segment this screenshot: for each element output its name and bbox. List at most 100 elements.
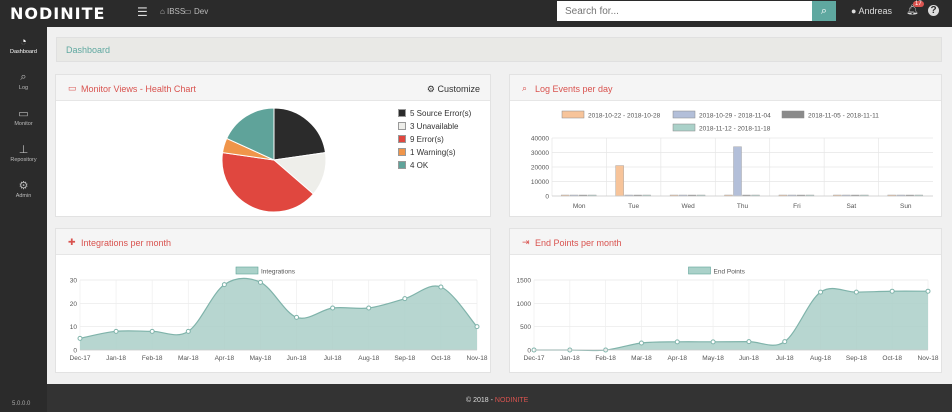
x-tick-label: May-18 xyxy=(250,355,272,362)
legend-label: Integrations xyxy=(261,269,296,276)
x-tick-label: Jul-18 xyxy=(776,355,794,362)
env-sub-crumb[interactable]: Dev xyxy=(194,7,209,16)
x-tick-label: Apr-18 xyxy=(668,355,688,362)
panel-header: ⌕ Log Events per day xyxy=(510,75,941,101)
data-point xyxy=(221,282,227,288)
data-point xyxy=(710,339,716,345)
sitemap-icon: ⊥ xyxy=(18,144,29,156)
data-point xyxy=(818,289,824,295)
search-icon: ⌕ xyxy=(522,83,528,93)
bar xyxy=(733,146,742,197)
area-fill xyxy=(534,288,928,351)
data-point xyxy=(113,328,119,334)
data-point xyxy=(149,328,155,334)
log-events-panel: ⌕ Log Events per day 2018-10-22 - 2018-1… xyxy=(509,74,942,217)
help-icon[interactable]: ? xyxy=(928,5,939,16)
x-tick-label: Aug-18 xyxy=(358,355,379,362)
endpoints-area-chart: End Points 0 500 1000 1500 Dec-17 Jan-18 Feb-18… xyxy=(517,266,939,362)
customize-button[interactable]: ⚙ Customize xyxy=(427,84,480,95)
legend-swatch xyxy=(672,123,696,132)
x-tick-label: Feb-18 xyxy=(595,355,616,362)
y-tick-label: 0 xyxy=(545,194,549,201)
y-tick-label: 10 xyxy=(70,324,78,331)
breadcrumb: Dashboard xyxy=(56,37,942,62)
x-tick-label: Nov-18 xyxy=(918,355,939,362)
x-tick-label: Sep-18 xyxy=(394,355,415,362)
y-tick-label: 0 xyxy=(73,348,77,355)
panel-title: Log Events per day xyxy=(535,84,613,94)
legend-label: End Points xyxy=(714,269,746,276)
x-tick-label: Jun-18 xyxy=(739,355,759,362)
user-name: Andreas xyxy=(858,6,892,16)
integrations-area-chart: Integrations 0 10 20 30 Dec-17 Jan-18 Feb-18 Mar… xyxy=(70,266,488,362)
y-tick-label: 1000 xyxy=(517,301,532,308)
panel-title: Monitor Views - Health Chart xyxy=(81,84,196,94)
data-point xyxy=(746,339,752,345)
notification-badge: 17 xyxy=(913,1,924,7)
menu-toggle-icon[interactable]: ☰ xyxy=(137,5,148,19)
env-crumb[interactable]: IBSS xyxy=(167,7,186,16)
sidebar-item-dashboard[interactable]: ◔ Dashboard xyxy=(0,36,47,55)
sidebar-item-label: Monitor xyxy=(14,121,33,127)
search-input[interactable] xyxy=(557,1,812,21)
x-tick-label: Jan-18 xyxy=(106,355,126,362)
sidebar-item-monitor[interactable]: ▭ Monitor xyxy=(0,107,47,127)
breadcrumb-dashboard[interactable]: Dashboard xyxy=(66,45,111,55)
top-bar: NODINITE ☰ ⌂ IBSS ▭ Dev ⌕ ● Andreas 🔔︎ 1… xyxy=(0,0,952,27)
bell-icon[interactable]: 🔔︎ xyxy=(906,5,919,16)
legend-entry[interactable]: 9 Error(s) xyxy=(398,135,444,144)
x-tick-label: Nov-18 xyxy=(467,355,488,362)
data-point xyxy=(294,314,300,320)
data-point xyxy=(438,284,444,290)
x-tick-label: Mar-18 xyxy=(178,355,199,362)
x-tick-label: Jul-18 xyxy=(324,355,342,362)
x-tick-label: Apr-18 xyxy=(215,355,235,362)
legend-swatch xyxy=(398,109,406,117)
legend-entry[interactable]: 5 Source Error(s) xyxy=(398,109,471,118)
legend-swatch xyxy=(398,135,406,143)
data-point xyxy=(330,305,336,311)
sidebar-item-admin[interactable]: ⚙ Admin xyxy=(0,179,47,199)
endpoints-panel: ⇥ End Points per month End Points 0 500 100… xyxy=(509,228,942,373)
x-tick-label: Aug-18 xyxy=(810,355,831,362)
legend-label: 5 Source Error(s) xyxy=(410,109,472,118)
legend-label: 4 OK xyxy=(410,161,429,170)
x-tick-label: Sat xyxy=(846,203,856,210)
legend-swatch xyxy=(781,110,805,119)
sign-in-icon: ⇥ xyxy=(522,237,530,247)
search-icon: ⌕ xyxy=(820,5,828,17)
gears-icon: ⚙ xyxy=(426,84,435,94)
y-tick-label: 20000 xyxy=(531,165,549,172)
x-tick-label: Jun-18 xyxy=(287,355,307,362)
data-point xyxy=(77,335,83,341)
pie-slice xyxy=(226,107,275,161)
legend-label: 1 Warning(s) xyxy=(410,148,456,157)
pie-slice xyxy=(273,107,327,161)
x-tick-label: May-18 xyxy=(702,355,724,362)
search-button[interactable]: ⌕ xyxy=(812,1,836,21)
panel-title: End Points per month xyxy=(535,238,622,248)
integrations-panel: ✚ Integrations per month Integrations 0 10… xyxy=(55,228,491,373)
data-point xyxy=(474,324,480,330)
legend-entry[interactable]: 3 Unavailable xyxy=(398,122,458,131)
x-tick-label: Wed xyxy=(681,203,695,210)
legend-entry[interactable]: 1 Warning(s) xyxy=(398,148,456,157)
app-logo[interactable]: NODINITE xyxy=(10,4,106,23)
data-point xyxy=(366,305,372,311)
search-icon: ⌕ xyxy=(20,71,27,83)
x-tick-label: Thu xyxy=(737,203,749,210)
legend-swatch xyxy=(235,266,259,275)
legend-swatch xyxy=(688,266,711,275)
user-menu[interactable]: ● Andreas xyxy=(851,6,892,16)
x-tick-label: Dec-17 xyxy=(524,355,545,362)
sidebar-item-repository[interactable]: ⊥ Repository xyxy=(0,143,47,163)
sidebar-item-label: Admin xyxy=(15,193,32,199)
puzzle-icon: ✚ xyxy=(68,237,76,247)
legend-entry[interactable]: 4 OK xyxy=(398,161,428,170)
sidebar-item-label: Dashboard xyxy=(10,49,37,55)
footer-brand-link[interactable]: NODINITE xyxy=(494,397,529,404)
legend-swatch xyxy=(561,110,585,119)
sidebar-item-log[interactable]: ⌕ Log xyxy=(0,71,47,91)
home-icon[interactable]: ⌂ xyxy=(160,7,165,16)
y-tick-label: 10000 xyxy=(531,179,549,186)
